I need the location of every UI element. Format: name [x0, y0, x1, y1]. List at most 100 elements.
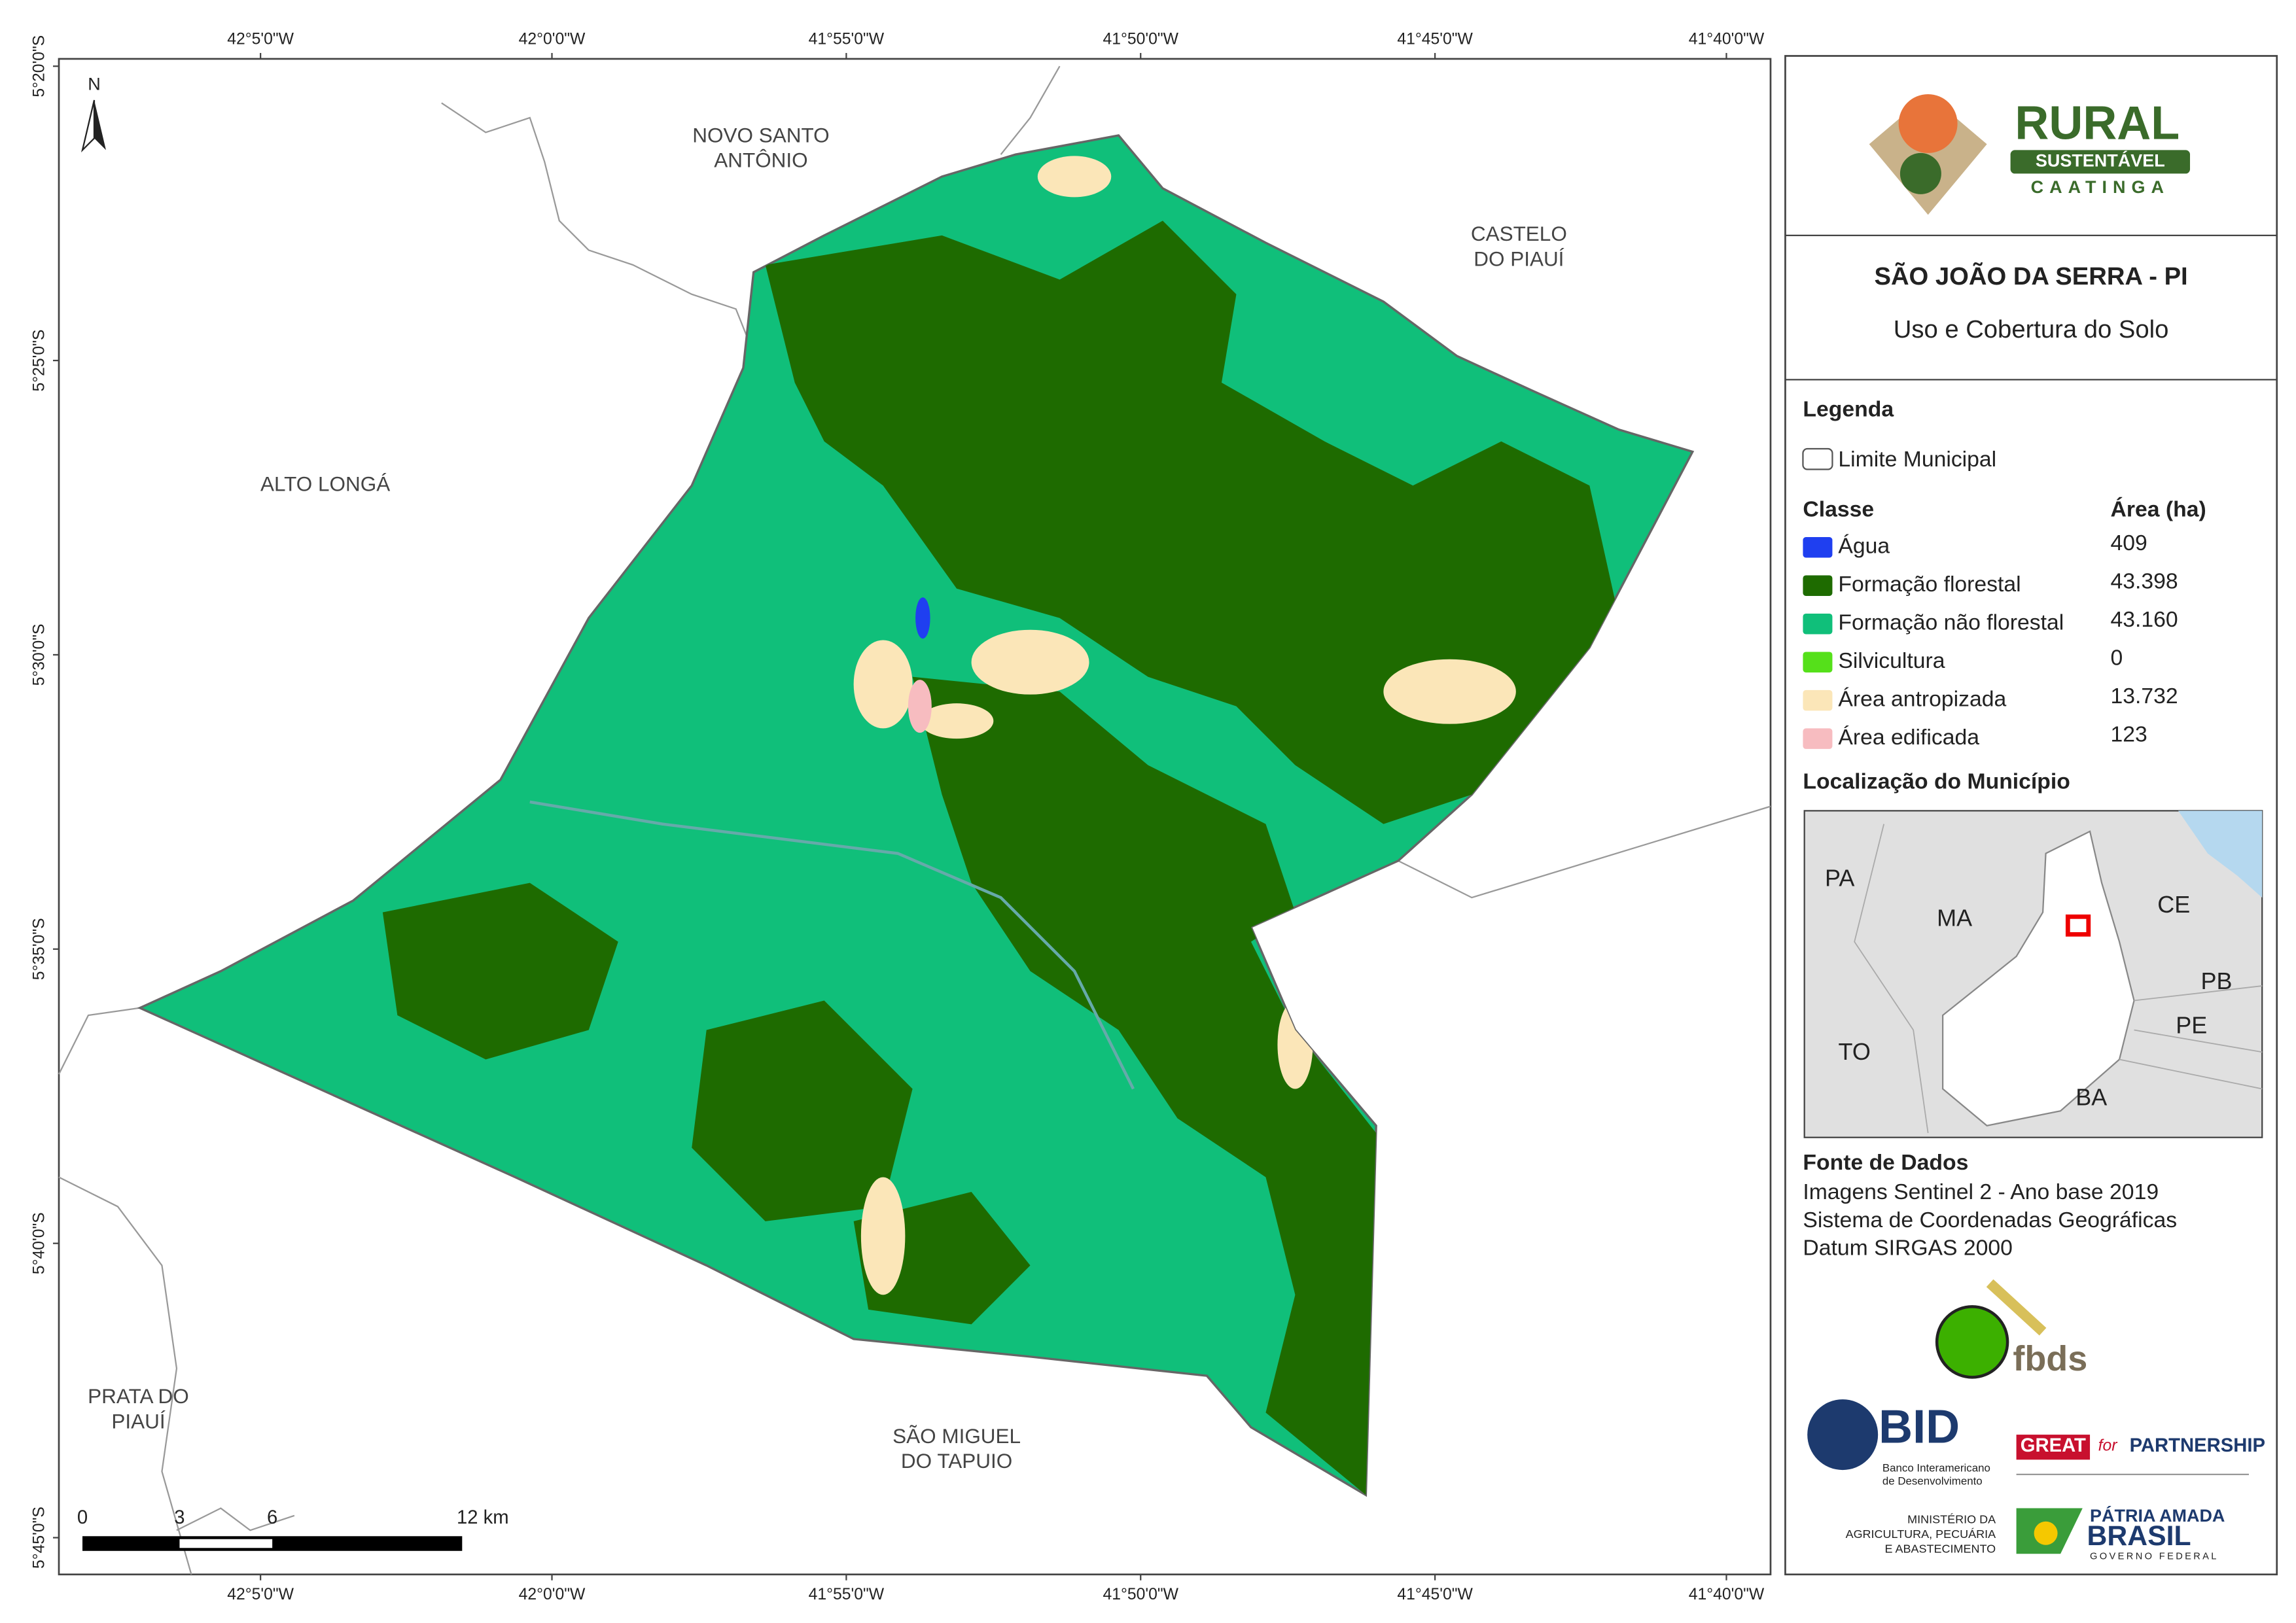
coord-label: 5°20'0"S	[30, 35, 48, 97]
boundary-line	[441, 102, 754, 354]
area-header: Área (ha)	[2111, 497, 2206, 521]
piaui	[1942, 830, 2135, 1126]
anthropic-patch	[1383, 659, 1516, 724]
coord-label: 41°45'0"W	[1397, 1586, 1473, 1603]
coord-label: 41°40'0"W	[1689, 30, 1765, 48]
boundary-line	[58, 1176, 192, 1575]
coord-label: 5°35'0"S	[30, 918, 48, 980]
place-name: PRATA DO	[88, 1384, 189, 1408]
legend-area: 13.732	[2111, 684, 2178, 708]
fbds-logo	[1935, 1305, 2009, 1379]
place-name: DO TAPUIO	[901, 1449, 1012, 1473]
logo-text: for	[2098, 1437, 2119, 1455]
place-name: SÃO MIGUEL	[892, 1424, 1021, 1448]
legend-area: 409	[2111, 531, 2147, 555]
place-name: ANTÔNIO	[714, 148, 807, 172]
logo-text: GREAT	[2021, 1435, 2086, 1456]
municipality-marker	[2065, 914, 2091, 937]
scale-label: 6	[267, 1507, 277, 1528]
boundary-line	[176, 1507, 295, 1531]
logo-text: fbds	[2013, 1339, 2087, 1378]
logo-text: MINISTÉRIO DA	[1907, 1512, 1996, 1526]
legend-area: 0	[2111, 646, 2123, 671]
coord-label: 42°0'0"W	[519, 1586, 586, 1603]
brasil-logo	[2034, 1521, 2058, 1545]
anthropic-patch	[860, 1177, 906, 1295]
coord-label: 41°50'0"W	[1103, 1586, 1178, 1603]
anthropic-patch	[919, 703, 994, 739]
legend-swatch	[1803, 728, 1833, 749]
logo-text: BID	[1879, 1401, 1960, 1453]
boundary-line	[1000, 65, 1061, 155]
scale-label: 3	[174, 1507, 185, 1528]
anthropic-patch	[1037, 156, 1112, 198]
great-logo	[2016, 1435, 2091, 1460]
boundary-swatch	[1802, 447, 1833, 470]
coord-label: 41°40'0"W	[1689, 1586, 1765, 1603]
logo-text: PARTNERSHIP	[2130, 1435, 2265, 1456]
legend-label: Formação não florestal	[1838, 610, 2064, 635]
scale-label: 12 km	[457, 1507, 509, 1528]
partner-logos: fbds BID Banco Interamericano de Desenvo…	[1807, 1279, 2265, 1562]
boundary-line	[58, 1007, 140, 1075]
coord-label: 5°30'0"S	[30, 623, 48, 686]
water-patch	[915, 597, 930, 639]
legend-swatch	[1803, 575, 1833, 596]
state-label: PE	[2176, 1012, 2207, 1039]
source-line: Sistema de Coordenadas Geográficas	[1803, 1208, 2177, 1232]
land-cover	[382, 156, 1619, 1495]
river	[529, 800, 1135, 1090]
map-title: SÃO JOÃO DA SERRA - PI	[1874, 262, 2187, 290]
legend-swatch	[1803, 689, 1833, 711]
coord-label: 5°45'0"S	[30, 1507, 48, 1569]
place-name: CASTELO	[1471, 222, 1567, 245]
place-name: PIAUÍ	[111, 1409, 165, 1433]
boundary-line	[1398, 805, 1771, 899]
bid-logo	[1807, 1399, 1879, 1471]
north-arrow	[80, 99, 96, 153]
source-line: Imagens Sentinel 2 - Ano base 2019	[1803, 1179, 2159, 1204]
state-label: PA	[1825, 865, 1854, 892]
coord-label: 42°5'0"W	[227, 1586, 294, 1603]
logo-text: de Desenvolvimento	[1882, 1475, 1983, 1488]
neighbor-boundaries	[58, 65, 1771, 1575]
legend-label: Área edificada	[1838, 725, 1979, 750]
legend-label: Limite Municipal	[1838, 447, 1996, 472]
scale-label: 0	[77, 1507, 88, 1528]
legend-heading: Legenda	[1803, 396, 1894, 421]
logo-text: PÁTRIA AMADA	[2090, 1505, 2225, 1526]
state-labels: PA MA CE PB PE TO BA	[1825, 865, 2232, 1111]
coord-label: 41°55'0"W	[809, 30, 885, 48]
legend-area: 123	[2111, 722, 2147, 747]
scale-bar	[179, 1539, 273, 1548]
logo-text: SUSTENTÁVEL	[2036, 150, 2165, 171]
rural-logo: RURAL SUSTENTÁVEL CAATINGA	[1869, 94, 2191, 215]
legend-label: Água	[1838, 534, 1890, 559]
logo-text: AGRICULTURA, PECUÁRIA	[1846, 1527, 1996, 1541]
ocean	[2178, 811, 2263, 898]
logo-text: GOVERNO FEDERAL	[2090, 1552, 2219, 1562]
sources: Imagens Sentinel 2 - Ano base 2019 Sistem…	[1803, 1179, 2177, 1260]
logo-sun	[1898, 94, 1958, 153]
coord-label: 41°50'0"W	[1103, 30, 1178, 48]
legend-area: 43.398	[2111, 569, 2178, 594]
legend-label: Área antropizada	[1838, 687, 2006, 712]
coord-label: 42°0'0"W	[519, 30, 586, 48]
legend-area: 43.160	[2111, 607, 2178, 632]
state-line	[2119, 985, 2263, 1090]
location-inset: PA MA CE PB PE TO BA	[1803, 810, 2263, 1138]
place-name: ALTO LONGÁ	[260, 472, 390, 496]
class-header: Classe	[1803, 497, 1874, 521]
logo-tree	[1899, 152, 1941, 194]
legend-label: Formação florestal	[1838, 572, 2021, 597]
logo-text: BRASIL	[2087, 1520, 2191, 1552]
legend-swatch	[1803, 613, 1833, 635]
logo-band	[2010, 150, 2191, 174]
state-label: BA	[2075, 1084, 2107, 1111]
map-subtitle: Uso e Cobertura do Solo	[1894, 315, 2169, 343]
state-label: PB	[2201, 968, 2233, 994]
legend-swatch	[1803, 652, 1833, 672]
